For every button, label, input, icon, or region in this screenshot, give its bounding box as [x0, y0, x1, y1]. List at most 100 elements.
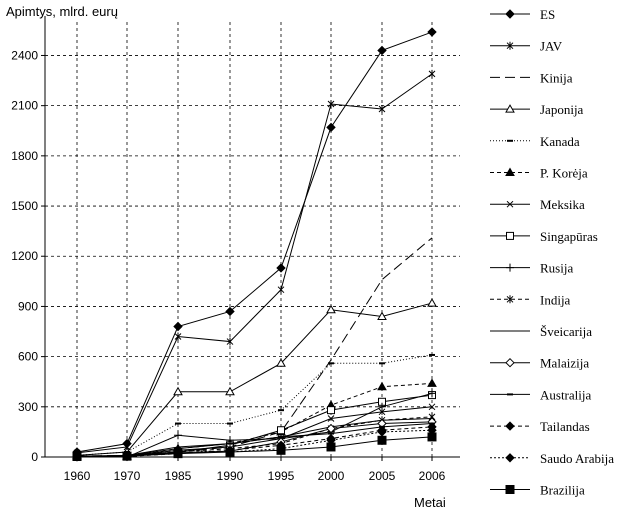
series-lines [72, 27, 437, 462]
legend-marker [505, 104, 515, 113]
data-point [428, 403, 436, 411]
legend-label: Šveicarija [540, 324, 592, 339]
x-tick-label: 1985 [165, 469, 192, 483]
grid-lines [45, 22, 460, 457]
y-tick-label: 2100 [11, 99, 38, 113]
x-tick-label: 2005 [369, 469, 396, 483]
series-line [76, 423, 433, 457]
legend-item: JAV [490, 39, 563, 54]
legend-label: ES [540, 7, 555, 22]
legend-label: Tailandas [540, 419, 590, 434]
data-point [427, 378, 437, 387]
data-point [225, 386, 235, 396]
y-tick-label: 300 [18, 400, 38, 414]
legend: ES JAV Kinija Japonija Kanada P. Korėja Meksik… [490, 7, 614, 498]
data-point [428, 69, 436, 78]
legend-label: Malaizija [540, 356, 589, 371]
legend-label: Saudo Arabija [540, 451, 614, 466]
data-point [377, 381, 387, 391]
data-point [326, 423, 336, 434]
series-line [76, 31, 433, 453]
data-point [174, 332, 182, 341]
legend-label: Kanada [540, 134, 580, 149]
data-point [378, 408, 386, 416]
data-point [326, 304, 336, 314]
data-point [122, 451, 132, 461]
series-line [76, 354, 433, 456]
x-tick-label: 2006 [419, 469, 446, 483]
data-point [173, 449, 183, 459]
data-point [377, 311, 387, 320]
legend-item: Meksika [490, 197, 585, 212]
legend-marker [505, 453, 515, 463]
data-point [173, 386, 183, 396]
legend-marker [505, 167, 515, 176]
legend-item: P. Korėja [490, 166, 588, 181]
data-point [226, 337, 234, 346]
data-point [174, 431, 182, 440]
data-point [276, 445, 286, 455]
legend-item: Kinija [490, 70, 573, 85]
data-point [277, 285, 285, 294]
data-point [427, 27, 437, 37]
legend-item: Tailandas [490, 419, 590, 434]
series-brazilija [72, 432, 437, 461]
data-point [427, 298, 437, 307]
axes [41, 16, 460, 461]
data-point [225, 447, 235, 457]
data-point [72, 451, 82, 461]
legend-marker [506, 41, 514, 50]
legend-item: ES [490, 7, 555, 22]
legend-item: Saudo Arabija [490, 451, 614, 466]
legend-item: Malaizija [490, 356, 589, 371]
data-point [173, 321, 183, 332]
legend-label: Rusija [540, 261, 573, 276]
y-tick-label: 1200 [11, 249, 38, 263]
legend-marker [506, 263, 514, 272]
x-axis-title: Metai [414, 495, 446, 510]
legend-marker [506, 200, 514, 208]
legend-item: Rusija [490, 261, 573, 276]
x-tick-label: 1960 [64, 469, 91, 483]
data-point [327, 406, 335, 415]
series-line [76, 436, 433, 457]
legend-item: Brazilija [490, 483, 585, 498]
data-point [327, 99, 335, 108]
series-line [76, 302, 433, 456]
legend-item: Kanada [490, 134, 580, 149]
legend-label: P. Korėja [540, 166, 588, 181]
legend-label: Meksika [540, 197, 585, 212]
data-point [276, 358, 286, 367]
x-tick-label: 2000 [318, 469, 345, 483]
data-point [327, 415, 335, 422]
legend-item: Japonija [490, 102, 584, 117]
x-tick-label: 1970 [114, 469, 141, 483]
series-kanada [74, 353, 435, 457]
legend-marker [506, 295, 514, 304]
legend-marker [506, 231, 514, 240]
legend-item: Indija [490, 292, 571, 307]
legend-label: JAV [540, 39, 563, 54]
data-point [377, 435, 387, 445]
data-point [427, 432, 437, 442]
legend-label: Singapūras [540, 229, 598, 244]
data-point [377, 45, 387, 56]
data-point [276, 263, 286, 273]
legend-label: Japonija [540, 102, 584, 117]
legend-item: Australija [490, 387, 591, 402]
data-point [428, 389, 436, 398]
series-line [76, 73, 433, 454]
y-tick-label: 600 [18, 350, 38, 364]
legend-marker [505, 9, 515, 19]
data-point [277, 426, 285, 435]
legend-label: Kinija [540, 70, 573, 85]
series-line [77, 392, 433, 458]
series-es [72, 27, 437, 457]
data-point [326, 442, 336, 452]
legend-label: Brazilija [540, 483, 585, 498]
x-tick-label: 1990 [217, 469, 244, 483]
legend-item: Šveicarija [490, 324, 592, 339]
legend-marker [505, 485, 515, 494]
y-tick-label: 1800 [11, 149, 38, 163]
